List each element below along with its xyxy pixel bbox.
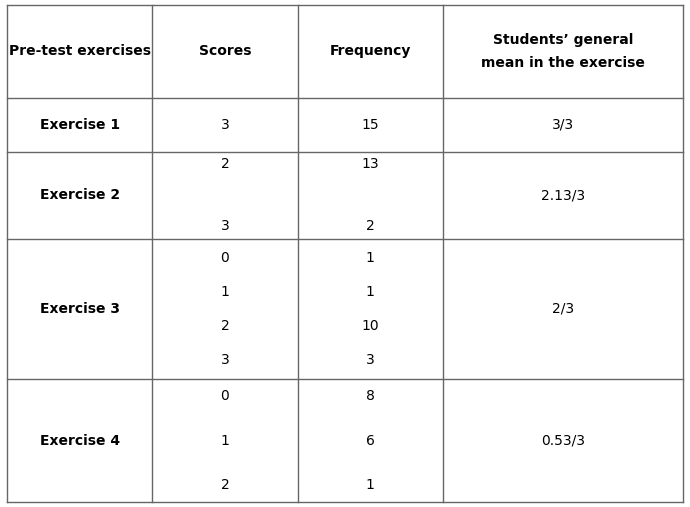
Text: 1: 1 bbox=[221, 285, 229, 299]
Text: 15: 15 bbox=[362, 118, 380, 132]
Text: 13: 13 bbox=[362, 157, 380, 171]
Text: Frequency: Frequency bbox=[330, 45, 411, 58]
Text: Exercise 4: Exercise 4 bbox=[39, 433, 119, 448]
Text: 3: 3 bbox=[221, 352, 229, 367]
Text: 2.13/3: 2.13/3 bbox=[541, 188, 585, 202]
Text: 2/3: 2/3 bbox=[552, 302, 574, 316]
Text: Exercise 1: Exercise 1 bbox=[39, 118, 119, 132]
Text: 2: 2 bbox=[221, 157, 229, 171]
Text: Scores: Scores bbox=[199, 45, 251, 58]
Text: Pre-test exercises: Pre-test exercises bbox=[8, 45, 150, 58]
Text: 1: 1 bbox=[366, 478, 375, 492]
Text: 2: 2 bbox=[221, 478, 229, 492]
Text: 3: 3 bbox=[221, 220, 229, 233]
Text: 1: 1 bbox=[221, 433, 229, 448]
Text: 3/3: 3/3 bbox=[552, 118, 574, 132]
Text: 0: 0 bbox=[221, 251, 229, 265]
Text: 2: 2 bbox=[221, 319, 229, 333]
Text: 6: 6 bbox=[366, 433, 375, 448]
Text: 3: 3 bbox=[221, 118, 229, 132]
Text: 0: 0 bbox=[221, 389, 229, 404]
Text: 3: 3 bbox=[366, 352, 375, 367]
Text: Exercise 2: Exercise 2 bbox=[39, 188, 119, 202]
Text: 10: 10 bbox=[362, 319, 380, 333]
Text: 1: 1 bbox=[366, 285, 375, 299]
Text: 1: 1 bbox=[366, 251, 375, 265]
Text: Students’ general
mean in the exercise: Students’ general mean in the exercise bbox=[481, 32, 645, 70]
Text: Exercise 3: Exercise 3 bbox=[39, 302, 119, 316]
Text: 0.53/3: 0.53/3 bbox=[541, 433, 585, 448]
Text: 2: 2 bbox=[366, 220, 375, 233]
Text: 8: 8 bbox=[366, 389, 375, 404]
